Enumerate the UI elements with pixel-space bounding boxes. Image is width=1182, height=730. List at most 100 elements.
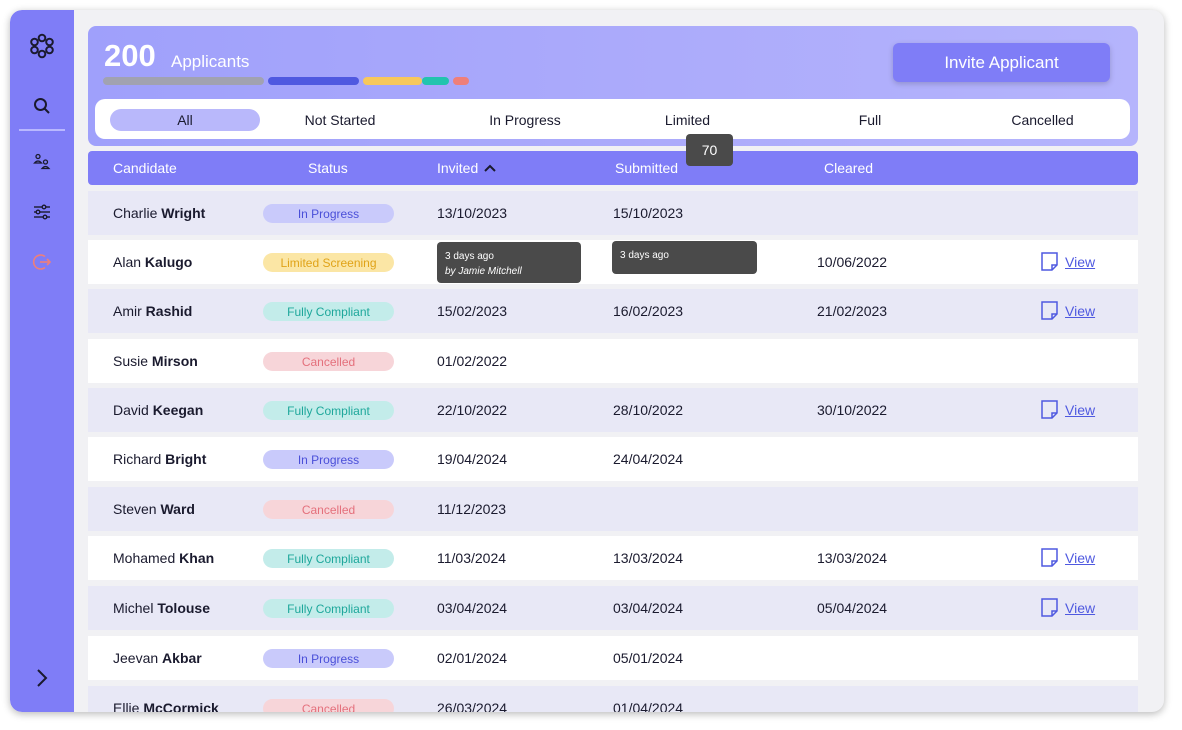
candidate-name: Susie Mirson bbox=[113, 353, 198, 369]
filter-tab-limited[interactable]: Limited bbox=[664, 112, 711, 128]
invited-date: 02/01/2024 bbox=[437, 650, 508, 666]
status-badge: Cancelled bbox=[263, 699, 394, 712]
cleared-date: 21/02/2023 bbox=[817, 303, 888, 319]
status-badge: Fully Compliant bbox=[263, 401, 394, 420]
filter-tab-not-started[interactable]: Not Started bbox=[304, 112, 376, 128]
invited-date: 26/03/2024 bbox=[437, 700, 508, 712]
candidate-last-name: Khan bbox=[179, 550, 215, 566]
filter-tab-in-progress[interactable]: In Progress bbox=[489, 112, 561, 128]
submitted-date: 16/02/2023 bbox=[613, 303, 684, 319]
candidate-first-name: Mohamed bbox=[113, 550, 176, 566]
candidate-name: Michel Tolouse bbox=[113, 600, 210, 616]
table-row[interactable]: Richard Bright In Progress 19/04/2024 24/04… bbox=[88, 437, 1138, 481]
document-icon bbox=[1041, 598, 1058, 617]
status-badge: Fully Compliant bbox=[263, 599, 394, 618]
view-link-label[interactable]: View bbox=[1065, 549, 1096, 566]
view-link-label[interactable]: View bbox=[1065, 253, 1096, 270]
view-document-link[interactable]: View bbox=[1041, 598, 1095, 617]
invite-applicant-button[interactable]: Invite Applicant bbox=[893, 43, 1110, 82]
candidate-first-name: Jeevan bbox=[113, 650, 159, 666]
applicant-count: 200 bbox=[104, 38, 156, 73]
view-document-link[interactable]: View bbox=[1041, 400, 1095, 419]
candidate-first-name: Ellie bbox=[113, 700, 140, 712]
document-icon bbox=[1041, 548, 1058, 567]
view-document-link[interactable]: View bbox=[1041, 548, 1095, 567]
sliders-icon[interactable] bbox=[22, 192, 62, 232]
sidebar bbox=[10, 10, 74, 712]
invited-tooltip: 3 days ago by Jamie Mitchell bbox=[437, 242, 581, 283]
expand-chevron-icon[interactable] bbox=[22, 658, 62, 698]
candidate-first-name: Richard bbox=[113, 451, 162, 467]
candidate-first-name: Amir bbox=[113, 303, 142, 319]
table-row[interactable]: Susie Mirson Cancelled 01/02/2022 bbox=[88, 339, 1138, 383]
table-row[interactable]: David Keegan Fully Compliant 22/10/2022 28/… bbox=[88, 388, 1138, 432]
progress-segment bbox=[422, 77, 449, 85]
logo-icon[interactable] bbox=[22, 26, 62, 66]
submitted-date: 24/04/2024 bbox=[613, 451, 684, 467]
invited-date: 11/12/2023 bbox=[437, 501, 507, 517]
filter-tab-cancelled[interactable]: Cancelled bbox=[1011, 112, 1074, 128]
table-row[interactable]: Ellie McCormick Cancelled 26/03/2024 01/04/… bbox=[88, 686, 1138, 712]
logout-icon[interactable] bbox=[22, 242, 62, 282]
candidate-name: Mohamed Khan bbox=[113, 550, 214, 566]
submitted-date: 01/04/2024 bbox=[613, 700, 684, 712]
candidate-last-name: Rashid bbox=[145, 303, 193, 319]
table-row[interactable]: Jeevan Akbar In Progress 02/01/2024 05/01/2… bbox=[88, 636, 1138, 680]
table-row[interactable]: Charlie Wright In Progress 13/10/2023 15/10… bbox=[88, 191, 1138, 235]
limited-count-tooltip: 70 bbox=[686, 134, 733, 166]
submitted-tooltip: 3 days ago bbox=[612, 241, 757, 274]
candidate-last-name: Mirson bbox=[151, 353, 198, 369]
column-header-submitted[interactable]: Submitted bbox=[615, 160, 679, 176]
view-link-label[interactable]: View bbox=[1065, 599, 1096, 616]
column-header-cleared[interactable]: Cleared bbox=[824, 160, 874, 176]
filter-tab-full[interactable]: Full bbox=[858, 112, 882, 128]
candidate-name: Charlie Wright bbox=[113, 205, 205, 221]
invited-date: 13/10/2023 bbox=[437, 205, 508, 221]
invited-date: 03/04/2024 bbox=[437, 600, 508, 616]
candidate-last-name: Ward bbox=[160, 501, 195, 517]
status-badge: Cancelled bbox=[263, 500, 394, 519]
table-row[interactable]: Amir Rashid Fully Compliant 15/02/2023 16/0… bbox=[88, 289, 1138, 333]
status-badge: In Progress bbox=[263, 204, 394, 223]
table-row[interactable]: Michel Tolouse Fully Compliant 03/04/2024 0… bbox=[88, 586, 1138, 630]
candidate-last-name: Kalugo bbox=[144, 254, 193, 270]
candidate-name: Ellie McCormick bbox=[113, 700, 219, 712]
invited-date: 01/02/2022 bbox=[437, 353, 508, 369]
column-header-invited[interactable]: Invited bbox=[437, 160, 496, 176]
table-header: Candidate Status Invited Submitted Clear… bbox=[88, 151, 1138, 185]
candidate-first-name: Michel bbox=[113, 600, 154, 616]
candidate-first-name: David bbox=[113, 402, 149, 418]
view-document-link[interactable]: View bbox=[1041, 252, 1095, 271]
document-icon bbox=[1041, 252, 1058, 271]
submitted-date: 03/04/2024 bbox=[613, 600, 684, 616]
filter-tab-all[interactable]: All bbox=[110, 109, 260, 131]
search-icon[interactable] bbox=[22, 86, 62, 126]
main-content: 200 Applicants Invite Applicant All Not S… bbox=[88, 26, 1140, 712]
candidate-first-name: Alan bbox=[113, 254, 142, 270]
progress-segment bbox=[363, 77, 422, 85]
candidate-first-name: Charlie bbox=[113, 205, 158, 221]
candidate-name: David Keegan bbox=[113, 402, 203, 418]
submitted-date: 28/10/2022 bbox=[613, 402, 684, 418]
invited-date: 19/04/2024 bbox=[437, 451, 508, 467]
view-document-link[interactable]: View bbox=[1041, 301, 1095, 320]
table-row[interactable]: Steven Ward Cancelled 11/12/2023 bbox=[88, 487, 1138, 531]
view-link-label[interactable]: View bbox=[1065, 401, 1096, 418]
candidate-name: Richard Bright bbox=[113, 451, 206, 467]
cleared-date: 10/06/2022 bbox=[817, 254, 888, 270]
status-filter-tabs: All Not Started In Progress Limited Full Canc… bbox=[95, 99, 1130, 139]
column-header-status[interactable]: Status bbox=[308, 160, 348, 176]
submitted-date: 13/03/2024 bbox=[613, 550, 684, 566]
column-header-candidate[interactable]: Candidate bbox=[113, 160, 177, 176]
table-row[interactable]: Mohamed Khan Fully Compliant 11/03/2024 13/… bbox=[88, 536, 1138, 580]
applicant-count-label: Applicants bbox=[171, 52, 250, 71]
progress-segment bbox=[103, 77, 264, 85]
candidate-first-name: Susie bbox=[113, 353, 149, 369]
status-badge: Limited Screening bbox=[263, 253, 394, 272]
view-link-label[interactable]: View bbox=[1065, 302, 1096, 319]
candidate-name: Jeevan Akbar bbox=[113, 650, 202, 666]
submitted-date: 15/10/2023 bbox=[613, 205, 684, 221]
applicants-header: 200 Applicants Invite Applicant All Not S… bbox=[88, 26, 1138, 146]
users-icon[interactable] bbox=[22, 142, 62, 182]
candidate-name: Steven Ward bbox=[113, 501, 195, 517]
